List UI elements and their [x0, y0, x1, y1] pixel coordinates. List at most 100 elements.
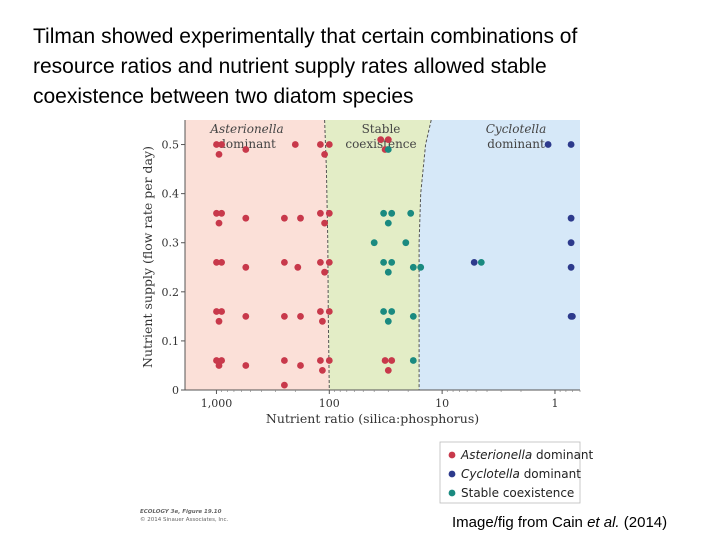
y-tick-label-2: 0.2 — [162, 286, 180, 299]
data-point-series-0-9 — [384, 136, 392, 144]
data-point-series-0-45 — [325, 357, 333, 364]
series-1 — [370, 146, 485, 364]
title-line-1: Tilman showed experimentally that certai… — [33, 25, 578, 48]
data-point-series-1-0 — [384, 146, 392, 153]
data-point-series-0-22 — [242, 263, 250, 271]
legend-label-italic-0: Asterionella — [460, 448, 532, 462]
data-point-series-0-38 — [218, 357, 226, 364]
data-point-series-2-7 — [569, 313, 576, 320]
data-point-series-0-40 — [242, 362, 250, 369]
legend-label-rest-1: dominant — [520, 467, 581, 481]
data-point-series-1-13 — [380, 308, 387, 315]
data-point-series-1-8 — [388, 259, 396, 266]
data-point-series-0-46 — [319, 367, 326, 374]
data-point-series-0-5 — [317, 141, 324, 148]
x-tick-label-3: 1 — [551, 397, 558, 410]
data-point-series-0-21 — [218, 259, 226, 266]
data-point-series-0-0 — [213, 141, 220, 148]
x-tick-label-1: 100 — [319, 397, 340, 410]
data-point-series-1-5 — [370, 239, 378, 247]
data-point-series-0-28 — [213, 308, 220, 315]
data-point-series-0-3 — [242, 146, 250, 153]
data-point-series-1-2 — [388, 209, 396, 217]
data-point-series-1-9 — [409, 263, 417, 271]
legend-marker-1 — [448, 470, 456, 478]
data-point-series-0-15 — [281, 214, 288, 222]
data-point-series-2-5 — [567, 263, 575, 271]
chart-points — [213, 136, 576, 389]
region-cyclotella-dominant — [419, 120, 580, 390]
figure-credit-line-2: © 2014 Sinauer Associates, Inc. — [140, 516, 229, 523]
region-asterionella-dominant — [185, 120, 330, 390]
slide-title: Tilman showed experimentally that certai… — [33, 22, 703, 112]
data-point-series-0-6 — [325, 141, 333, 148]
data-point-series-1-12 — [477, 259, 485, 266]
boundary-right — [418, 119, 432, 390]
data-point-series-0-29 — [218, 308, 226, 315]
data-point-series-0-12 — [218, 209, 226, 217]
figure-credit-line-1: ECOLOGY 3e, Figure 19.10 — [140, 509, 222, 515]
data-point-series-0-27 — [321, 268, 328, 276]
legend-label-2: Stable coexistence — [461, 486, 574, 500]
data-point-series-0-32 — [281, 313, 288, 320]
figure-credit: ECOLOGY 3e, Figure 19.10 © 2014 Sinauer … — [140, 509, 229, 523]
legend-marker-0 — [448, 451, 456, 459]
data-point-series-1-15 — [384, 317, 392, 325]
citation: Image/fig from Cain et al. (2014) — [452, 514, 667, 531]
chart-regions — [185, 119, 580, 391]
data-point-series-0-8 — [377, 136, 385, 144]
data-point-series-0-36 — [319, 317, 326, 325]
y-tick-label-5: 0.5 — [162, 139, 180, 152]
legend-label-rest-2: Stable coexistence — [461, 486, 574, 500]
data-point-series-0-20 — [213, 259, 220, 266]
data-point-series-0-42 — [281, 381, 288, 389]
legend-box — [439, 441, 581, 504]
data-point-series-1-1 — [380, 209, 387, 217]
data-point-series-2-1 — [567, 141, 575, 148]
y-tick-label-0: 0 — [172, 384, 179, 397]
data-point-series-0-31 — [242, 313, 250, 320]
data-point-series-0-34 — [317, 308, 324, 315]
data-point-series-0-25 — [317, 259, 324, 266]
region-label-1-line-1: coexistence — [345, 137, 416, 151]
title-line-3: coexistence between two diatom species — [33, 85, 414, 108]
data-point-series-0-14 — [242, 214, 250, 222]
data-point-series-2-2 — [567, 214, 575, 222]
data-point-series-2-0 — [544, 141, 552, 148]
data-point-series-1-3 — [384, 219, 392, 227]
data-point-series-0-44 — [317, 357, 324, 364]
y-tick-label-1: 0.1 — [162, 335, 180, 348]
data-point-series-0-30 — [215, 317, 223, 325]
legend-label-rest-0: dominant — [532, 448, 593, 462]
region-stable-coexistence — [324, 120, 432, 390]
citation-italic: et al. — [587, 514, 620, 531]
region-label-0-line-1: dominant — [218, 137, 276, 151]
data-point-series-1-10 — [417, 263, 425, 271]
data-point-series-0-23 — [281, 259, 288, 266]
data-point-series-0-48 — [388, 357, 396, 364]
data-point-series-0-24 — [294, 263, 302, 271]
x-tick-label-0: 1,000 — [201, 397, 233, 410]
region-label-1-line-0: Stable — [362, 122, 401, 136]
data-point-series-1-14 — [388, 308, 396, 315]
data-point-series-1-11 — [384, 268, 392, 276]
x-tick-label-2: 10 — [435, 397, 449, 410]
data-point-series-0-17 — [317, 209, 324, 217]
data-point-series-1-16 — [409, 313, 417, 320]
series-0 — [213, 136, 396, 389]
data-point-series-0-19 — [321, 219, 328, 227]
legend-label-1: Cyclotella dominant — [461, 467, 581, 481]
y-tick-label-4: 0.4 — [162, 188, 180, 201]
title-line-2: resource ratios and nutrient supply rate… — [33, 55, 547, 78]
data-point-series-0-11 — [213, 209, 220, 217]
region-label-0-line-0: Asterionella — [209, 122, 283, 136]
series-2 — [470, 141, 576, 320]
data-point-series-0-39 — [215, 362, 223, 369]
data-point-series-0-49 — [384, 367, 392, 374]
data-point-series-0-41 — [281, 357, 288, 364]
region-label-2-line-0: Cyclotella — [486, 122, 547, 136]
